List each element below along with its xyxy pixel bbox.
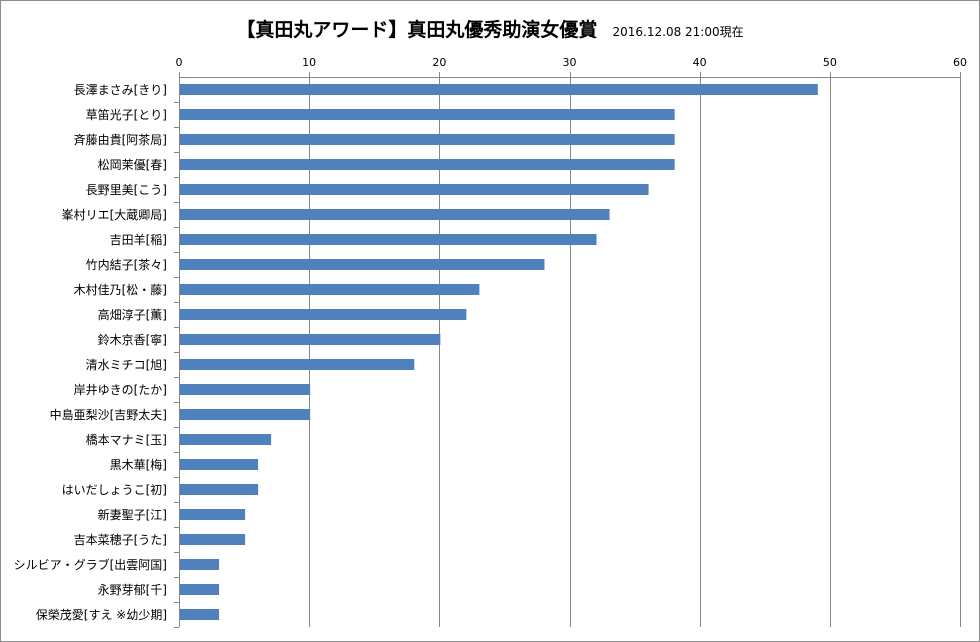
category-label: 吉田羊[稲] (110, 232, 167, 247)
bar (180, 459, 259, 470)
bar (180, 84, 818, 95)
x-tick-label: 30 (563, 56, 577, 69)
category-label: 保榮茂愛[すえ ※幼少期] (36, 608, 167, 622)
bar (180, 259, 545, 270)
category-label: 長澤まさみ[きり] (74, 83, 167, 97)
bar (180, 584, 220, 595)
bar (180, 609, 220, 620)
bar (180, 509, 246, 520)
bar (180, 159, 675, 170)
chart-title: 【真田丸アワード】真田丸優秀助演女優賞 (236, 19, 598, 41)
category-label: 清水ミチコ[旭] (86, 358, 167, 372)
category-label: 峯村リエ[大蔵卿局] (62, 208, 167, 222)
x-tick-label: 40 (693, 56, 707, 69)
category-label: 吉本菜穂子[うた] (74, 533, 167, 547)
bar (180, 109, 675, 120)
category-label: 松岡茉優[春] (98, 158, 167, 172)
category-label: はいだしょうこ[初] (62, 483, 167, 497)
category-label: シルビア・グラブ[出雲阿国] (14, 557, 167, 572)
bar (180, 484, 259, 495)
category-label: 中島亜梨沙[吉野太夫] (50, 407, 167, 422)
category-label: 斉藤由貴[阿茶局] (74, 132, 167, 147)
x-tick-label: 20 (432, 56, 446, 69)
x-tick-label: 10 (302, 56, 316, 69)
bar (180, 209, 610, 220)
chart-subtitle: 2016.12.08 21:00現在 (612, 25, 744, 39)
x-tick-label: 50 (823, 56, 837, 69)
bar (180, 384, 311, 395)
bar (180, 134, 675, 145)
category-label: 新妻聖子[江] (98, 507, 167, 522)
x-tick-label: 0 (176, 56, 183, 69)
category-label: 鈴木京香[寧] (98, 332, 167, 347)
category-label: 草笛光子[とり] (86, 107, 167, 122)
bar (180, 309, 467, 320)
category-label: 橋本マナミ[玉] (86, 433, 167, 447)
bar (180, 234, 597, 245)
bar (180, 559, 220, 570)
bar (180, 409, 311, 420)
chart-title-row: 【真田丸アワード】真田丸優秀助演女優賞 2016.12.08 21:00現在 (1, 15, 979, 42)
bar (180, 434, 272, 445)
category-label: 高畑淳子[薫] (98, 307, 167, 322)
category-label: 木村佳乃[松・藤] (74, 283, 167, 297)
category-label: 黒木華[梅] (110, 457, 167, 472)
bar (180, 534, 246, 545)
bar (180, 359, 415, 370)
bar (180, 284, 480, 295)
x-tick-label: 60 (953, 56, 967, 69)
bar (180, 334, 441, 345)
category-label: 岸井ゆきの[たか] (74, 383, 167, 397)
category-label: 長野里美[こう] (86, 183, 167, 197)
category-label: 竹内結子[茶々] (86, 257, 167, 272)
category-label: 永野芽郁[千] (98, 582, 167, 597)
bar (180, 184, 649, 195)
